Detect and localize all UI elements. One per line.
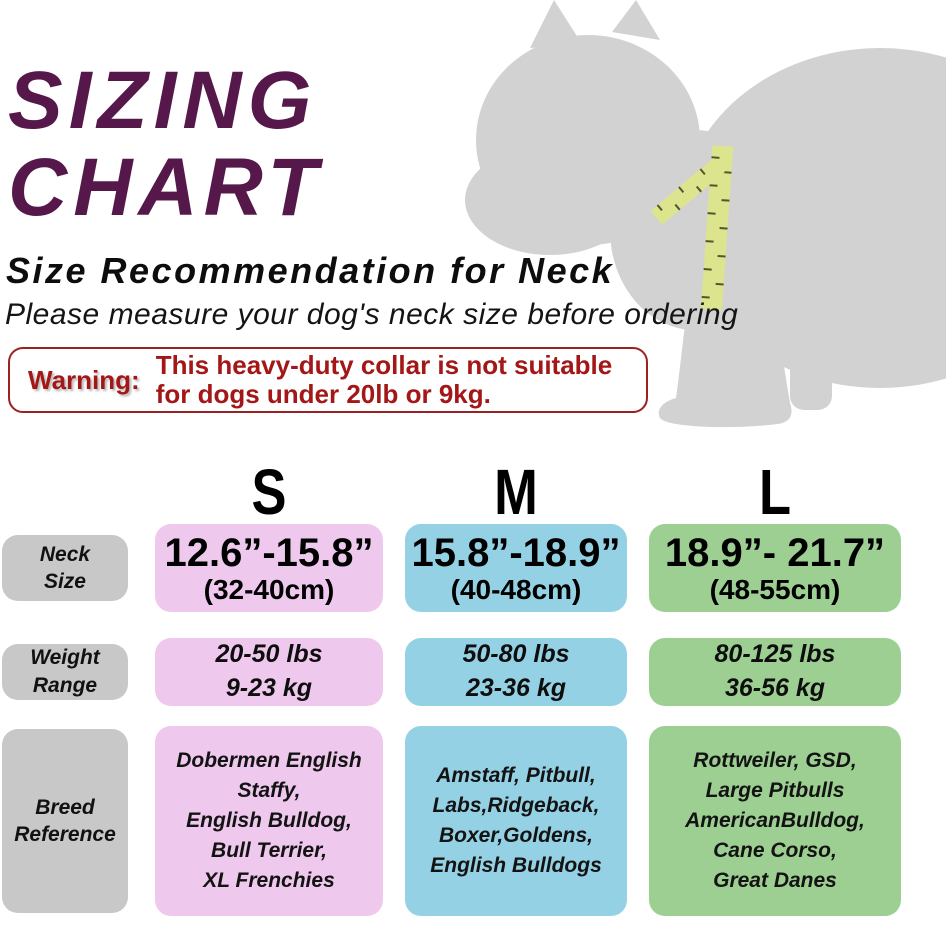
neck-size-m-cell: 15.8”-18.9” (40-48cm) <box>405 524 627 612</box>
warning-box: Warning: This heavy-duty collar is not s… <box>8 347 648 413</box>
warning-label: Warning: <box>28 364 140 395</box>
neck-size-s-cell: 12.6”-15.8” (32-40cm) <box>155 524 383 612</box>
neck-inches-m: 15.8”-18.9” <box>411 530 621 575</box>
weight-range-row: Weight Range 20-50 lbs 9-23 kg 50-80 lbs… <box>2 638 942 706</box>
breeds-m-cell: Amstaff, Pitbull, Labs,Ridgeback, Boxer,… <box>405 726 627 916</box>
row-label-neck-size: Neck Size <box>2 535 128 601</box>
weight-m-cell: 50-80 lbs 23-36 kg <box>405 638 627 706</box>
measure-note: Please measure your dog's neck size befo… <box>5 298 739 331</box>
breeds-l-cell: Rottweiler, GSD, Large Pitbulls American… <box>649 726 901 916</box>
sizing-table: S M L Neck Size 12.6”-15.8” (32-40cm) 15… <box>2 452 942 916</box>
neck-cm-s: (32-40cm) <box>203 573 335 605</box>
measuring-tape-icon <box>650 145 734 311</box>
size-letter-m: M <box>494 455 538 528</box>
neck-cm-l: (48-55cm) <box>709 573 841 605</box>
breeds-s-cell: Dobermen English Staffy, English Bulldog… <box>155 726 383 916</box>
dog-silhouette <box>465 0 946 428</box>
weight-l-cell: 80-125 lbs 36-56 kg <box>649 638 901 706</box>
row-label-breed-reference: Breed Reference <box>2 729 128 913</box>
neck-size-l-cell: 18.9”- 21.7” (48-55cm) <box>649 524 901 612</box>
page-title: SIZING CHART <box>8 55 324 233</box>
dog-silhouette-icon <box>465 0 946 428</box>
page-subtitle: Size Recommendation for Neck <box>6 250 615 291</box>
neck-size-row: Neck Size 12.6”-15.8” (32-40cm) 15.8”-18… <box>2 524 942 612</box>
neck-inches-l: 18.9”- 21.7” <box>664 530 886 575</box>
breed-reference-row: Breed Reference Dobermen English Staffy,… <box>2 726 942 916</box>
size-letter-s: S <box>251 455 287 528</box>
neck-cm-m: (40-48cm) <box>450 573 582 605</box>
weight-s-cell: 20-50 lbs 9-23 kg <box>155 638 383 706</box>
neck-inches-s: 12.6”-15.8” <box>164 530 374 575</box>
size-letter-l: L <box>758 455 792 528</box>
size-header-row: S M L <box>2 452 942 528</box>
warning-text: This heavy-duty collar is not suitable f… <box>155 350 613 409</box>
row-label-weight-range: Weight Range <box>2 643 128 700</box>
